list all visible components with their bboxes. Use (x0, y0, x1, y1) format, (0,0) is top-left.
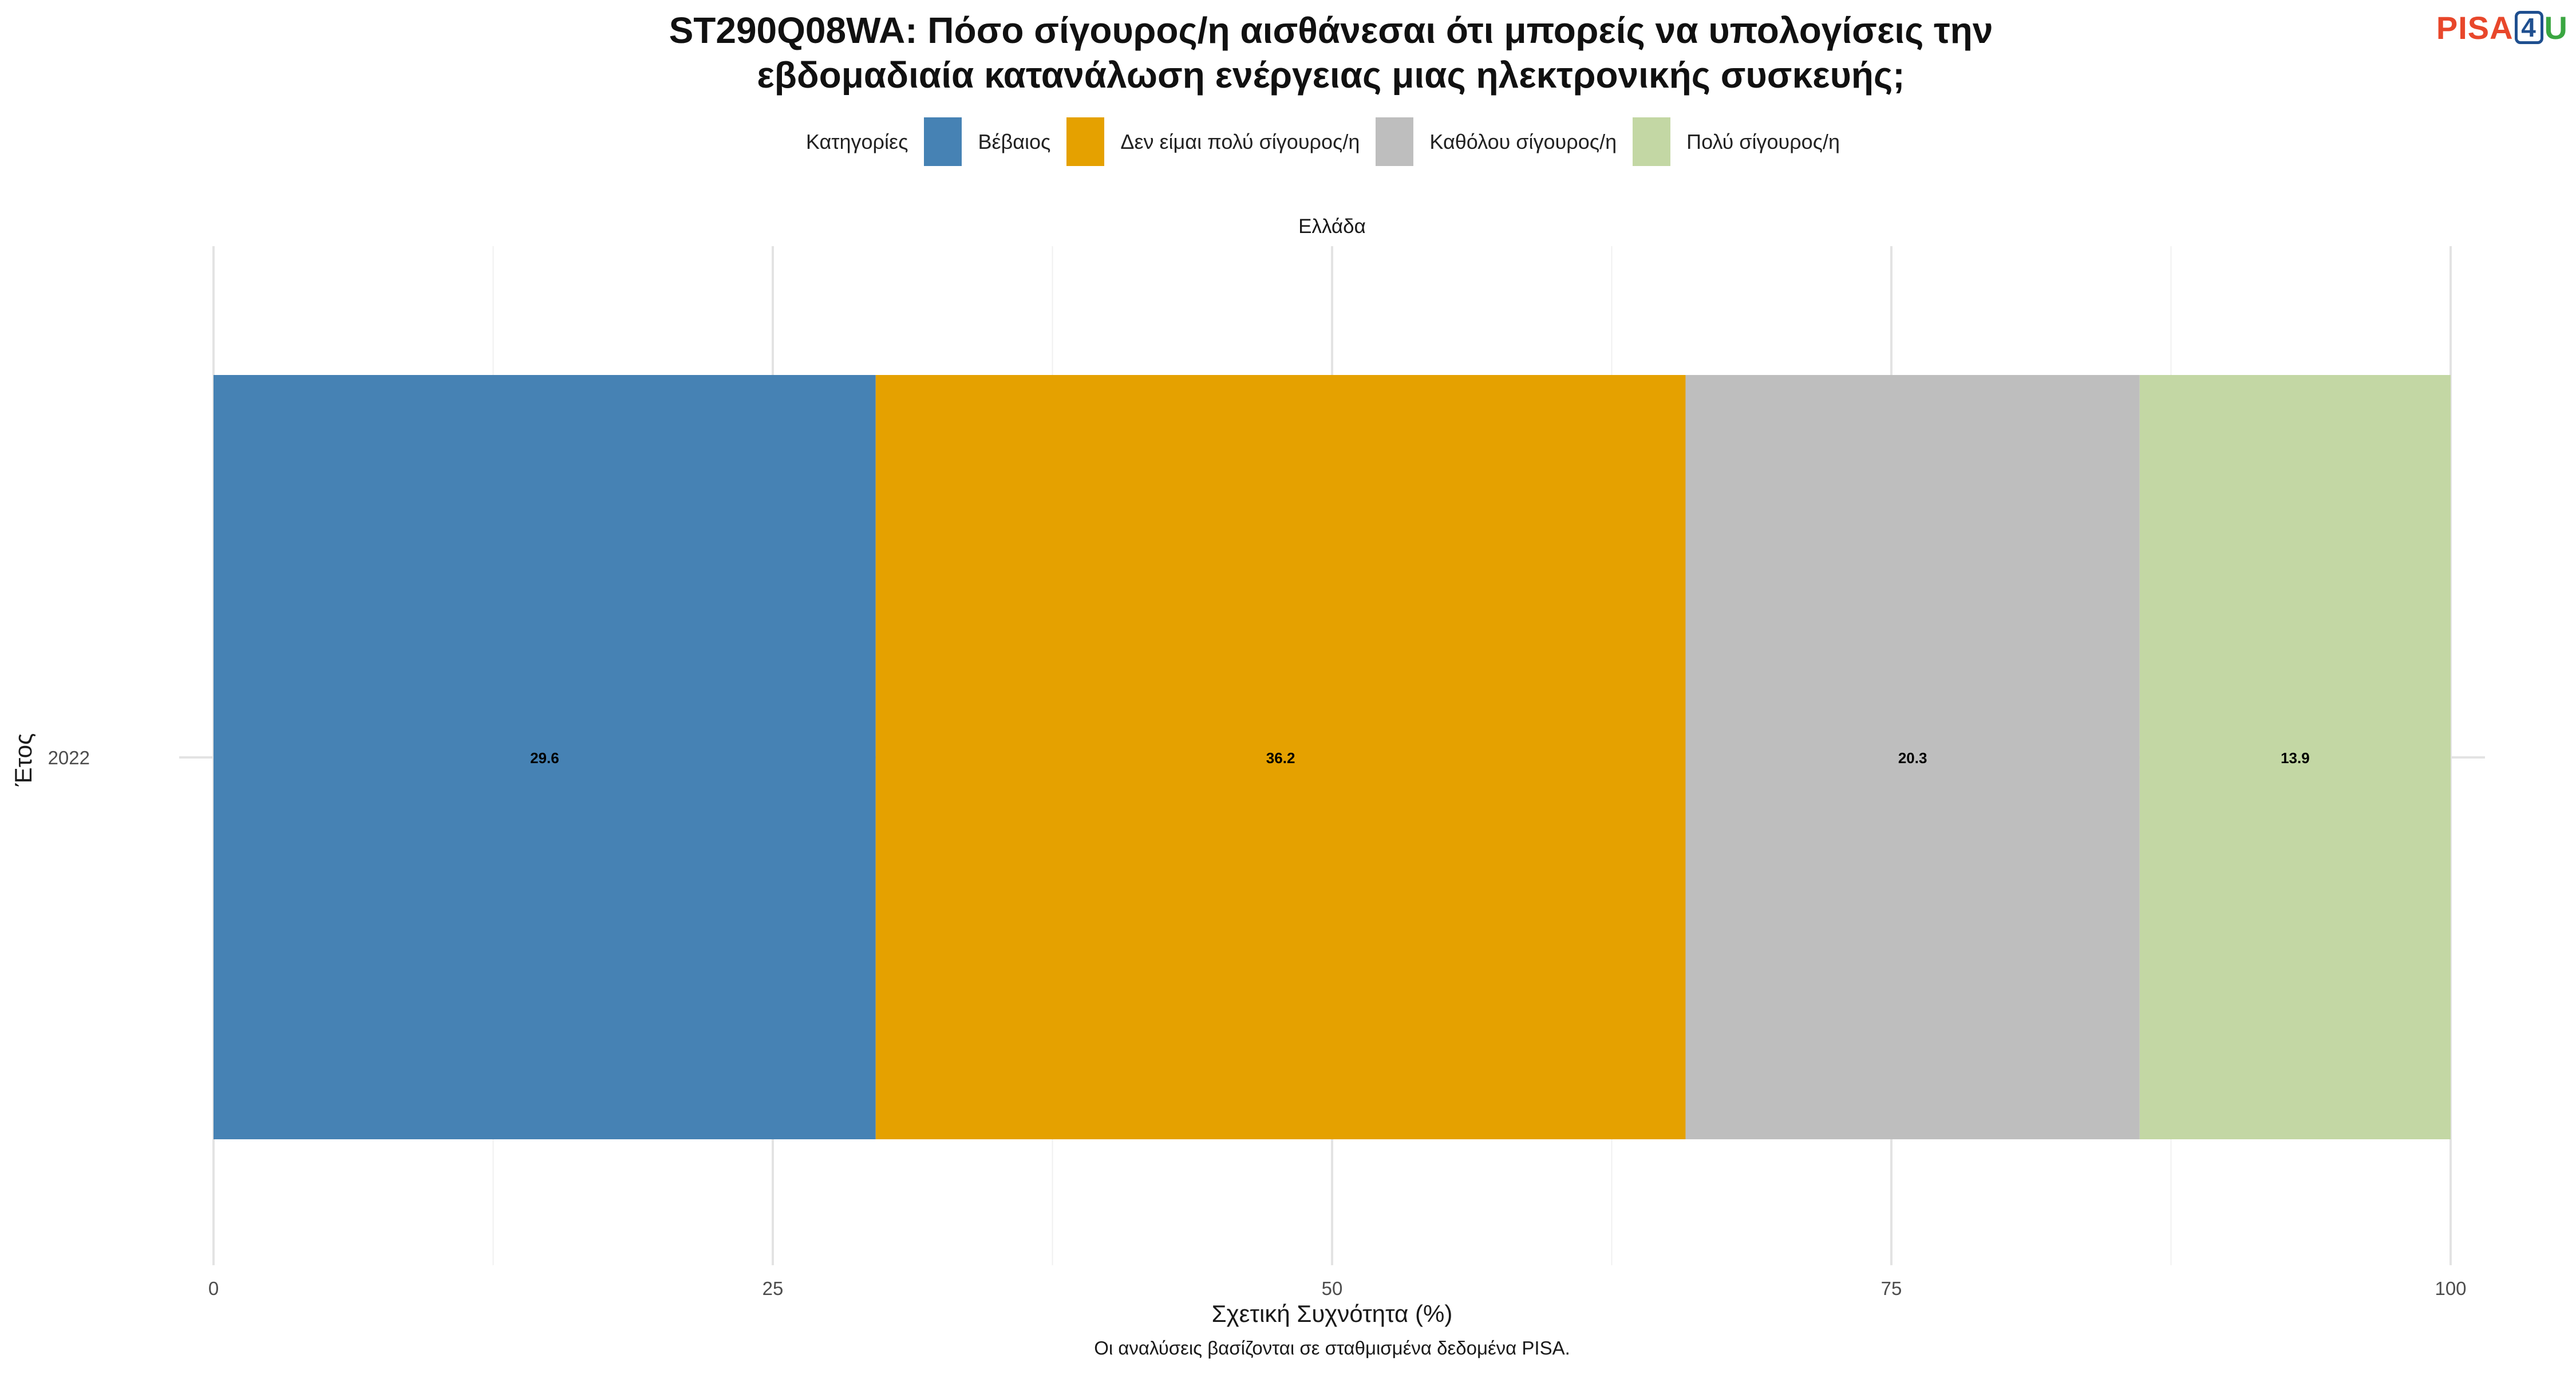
bar-value-label: 20.3 (1898, 749, 1927, 767)
x-tick-label: 25 (762, 1278, 784, 1299)
bar-segment (2139, 375, 2451, 1139)
legend-label-very-sure: Πολύ σίγουρος/η (1686, 129, 1840, 153)
bar-layer (214, 375, 2451, 1139)
legend-item-not-very-sure: Δεν είμαι πολύ σίγουρος/η (1066, 117, 1360, 166)
bar-value-label: 36.2 (1266, 749, 1295, 767)
legend-swatch-not-sure-at-all (1376, 117, 1414, 166)
legend-item-not-sure-at-all: Καθόλου σίγουρος/η (1376, 117, 1617, 166)
axis-layer: 0 25 50 75 100 2022 (48, 747, 2467, 1299)
y-axis-title: Έτος (10, 733, 37, 787)
chart-caption: Οι αναλύσεις βασίζονται σε σταθμισμένα δ… (1094, 1337, 1570, 1359)
facet-label: Ελλάδα (1298, 215, 1366, 238)
legend-item-very-sure: Πολύ σίγουρος/η (1633, 117, 1840, 166)
x-tick-label: 100 (2435, 1278, 2466, 1299)
x-tick-label: 0 (208, 1278, 219, 1299)
y-tick-label: 2022 (48, 747, 90, 768)
x-axis-title: Σχετική Συχνότητα (%) (1212, 1300, 1453, 1327)
bar-segment (214, 375, 876, 1139)
legend-label-not-very-sure: Δεν είμαι πολύ σίγουρος/η (1120, 129, 1360, 153)
bar-value-label: 29.6 (530, 749, 559, 767)
label-layer: 29.6 36.2 20.3 13.9 (530, 749, 2310, 767)
x-tick-label: 50 (1322, 1278, 1343, 1299)
legend-title: Κατηγορίες (805, 129, 908, 153)
chart-legend: Κατηγορίες Βέβαιος Δεν είμαι πολύ σίγουρ… (0, 117, 2576, 166)
bar-segment (875, 375, 1686, 1139)
pisa4u-logo: PISA 4 U (2436, 9, 2568, 46)
chart-title-line-1: ST290Q08WA: Πόσο σίγουρος/η αισθάνεσαι ό… (669, 10, 1993, 51)
bar-segment (1685, 375, 2140, 1139)
legend-item-vevaios: Βέβαιος (924, 117, 1050, 166)
legend-label-vevaios: Βέβαιος (978, 129, 1051, 153)
legend-swatch-not-very-sure (1066, 117, 1105, 166)
logo-text-u: U (2544, 10, 2568, 46)
bar-value-label: 13.9 (2281, 749, 2310, 767)
legend-swatch-vevaios (924, 117, 962, 166)
x-tick-label: 75 (1881, 1278, 1902, 1299)
logo-text-pisa: PISA (2436, 10, 2514, 46)
logo-text-four: 4 (2514, 11, 2543, 44)
chart-title: ST290Q08WA: Πόσο σίγουρος/η αισθάνεσαι ό… (0, 8, 2576, 97)
chart-title-line-2: εβδομαδιαία κατανάλωση ενέργειας μιας ηλ… (757, 54, 1905, 96)
legend-swatch-very-sure (1633, 117, 1671, 166)
legend-label-not-sure-at-all: Καθόλου σίγουρος/η (1429, 129, 1617, 153)
